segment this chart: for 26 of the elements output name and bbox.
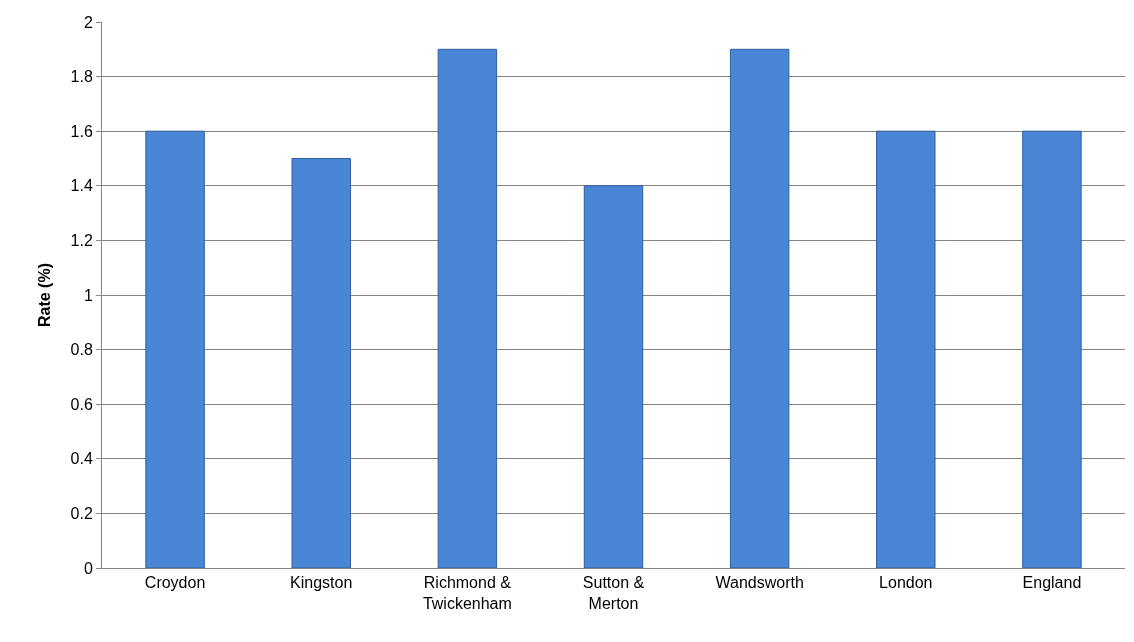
bar — [145, 130, 205, 568]
y-tick-label: 2 — [83, 13, 93, 31]
y-tick-label: 0.2 — [70, 505, 93, 522]
x-tick-label: Sutton & Merton — [582, 574, 645, 612]
bar — [291, 158, 351, 568]
x-tick-label: Wandsworth — [715, 574, 804, 592]
x-tick-label: Richmond & Twickenham — [422, 574, 512, 612]
y-tick-label: 0.6 — [70, 395, 93, 413]
y-tick-label: 0.4 — [70, 450, 93, 468]
y-tick-label: 1 — [83, 286, 93, 304]
y-tick-label: 1.6 — [70, 122, 93, 140]
bar — [1022, 130, 1082, 568]
y-tick-label: 1.8 — [70, 68, 93, 86]
bar — [876, 130, 936, 568]
y-tick-label: 0.8 — [70, 341, 93, 359]
bar — [583, 185, 644, 568]
y-tick-label: 1.2 — [70, 232, 93, 249]
y-tick-label: 0 — [83, 559, 93, 577]
x-tick-label: Croydon — [144, 574, 206, 592]
x-tick-label: Kingston — [290, 574, 353, 592]
x-tick-label: England — [1022, 574, 1082, 592]
y-tick-label: 1.4 — [70, 177, 93, 195]
y-axis-title: Rate (%) — [36, 262, 54, 328]
x-tick-label: London — [879, 574, 933, 592]
bar — [729, 48, 790, 568]
bar — [437, 48, 498, 568]
